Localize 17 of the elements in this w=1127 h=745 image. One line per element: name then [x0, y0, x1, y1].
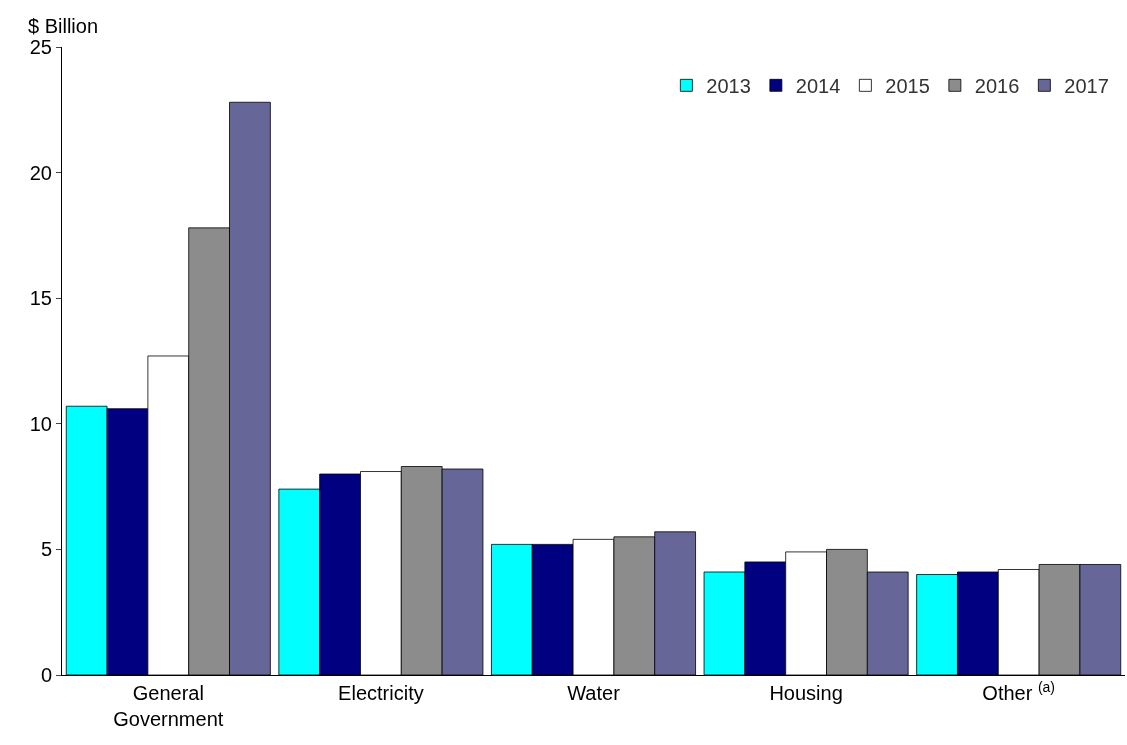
y-tick-label: 25 — [29, 36, 52, 58]
x-tick-label: Housing — [769, 682, 843, 704]
y-axis-title: $ Billion — [28, 15, 99, 37]
x-tick-label: Electricity — [338, 682, 424, 704]
legend-label: 2016 — [974, 75, 1020, 98]
y-tick-label: 0 — [40, 664, 52, 686]
legend-label: 2017 — [1064, 75, 1109, 98]
y-tick-label: 10 — [29, 412, 52, 435]
x-tick-label: Other $^{(a)}$ — [982, 678, 1056, 704]
x-tick-label: Water — [567, 682, 621, 704]
legend-label: 2014 — [795, 75, 841, 98]
legend-label: 2013 — [706, 75, 751, 98]
y-tick-label: 15 — [29, 287, 52, 310]
y-tick-label: 20 — [29, 161, 52, 184]
legend-label: 2015 — [885, 75, 930, 98]
y-tick-label: 5 — [40, 538, 52, 561]
x-tick-label: General Government — [113, 682, 224, 730]
